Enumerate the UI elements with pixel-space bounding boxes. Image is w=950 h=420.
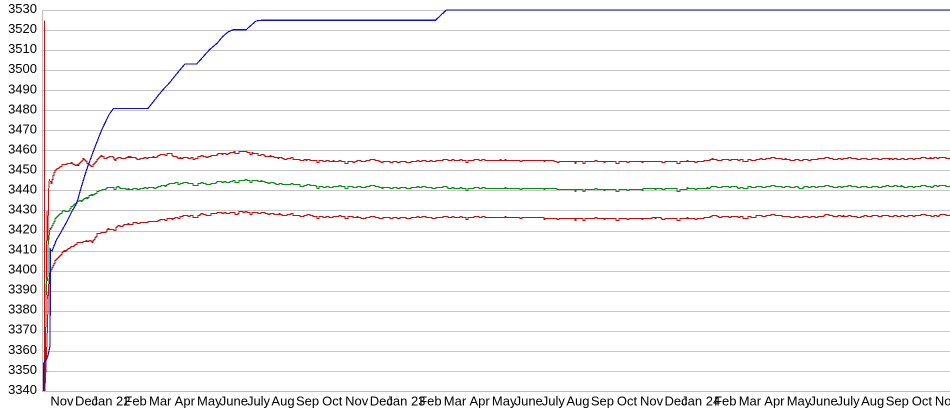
svg-text:Sep: Sep xyxy=(591,394,614,409)
svg-text:June: June xyxy=(220,394,248,409)
svg-text:3530: 3530 xyxy=(8,1,37,16)
svg-text:May: May xyxy=(787,394,812,409)
svg-text:3390: 3390 xyxy=(8,282,37,297)
svg-text:Apr: Apr xyxy=(764,394,785,409)
svg-text:July: July xyxy=(247,394,271,409)
svg-text:3410: 3410 xyxy=(8,242,37,257)
svg-text:3370: 3370 xyxy=(8,322,37,337)
svg-text:Jan 22: Jan 22 xyxy=(91,394,130,409)
svg-text:Feb: Feb xyxy=(419,394,441,409)
svg-text:Apr: Apr xyxy=(469,394,490,409)
svg-text:Sep: Sep xyxy=(886,394,909,409)
svg-text:3500: 3500 xyxy=(8,61,37,76)
svg-text:May: May xyxy=(492,394,517,409)
svg-text:Oct: Oct xyxy=(322,394,343,409)
svg-text:Jan 23: Jan 23 xyxy=(386,394,425,409)
svg-text:Nov: Nov xyxy=(50,394,74,409)
svg-text:3440: 3440 xyxy=(8,182,37,197)
svg-text:Feb: Feb xyxy=(124,394,146,409)
svg-text:3480: 3480 xyxy=(8,101,37,116)
svg-text:Jan 24: Jan 24 xyxy=(681,394,720,409)
svg-text:May: May xyxy=(197,394,222,409)
svg-text:Oct: Oct xyxy=(617,394,638,409)
svg-text:3430: 3430 xyxy=(8,202,37,217)
svg-text:3520: 3520 xyxy=(8,21,37,36)
svg-text:Dec: Dec xyxy=(665,394,689,409)
svg-text:Nov: Nov xyxy=(345,394,369,409)
svg-text:3380: 3380 xyxy=(8,302,37,317)
svg-text:Feb: Feb xyxy=(714,394,736,409)
svg-text:Mar: Mar xyxy=(739,394,762,409)
svg-text:3450: 3450 xyxy=(8,161,37,176)
svg-text:Mar: Mar xyxy=(149,394,172,409)
svg-text:3510: 3510 xyxy=(8,41,37,56)
svg-text:3350: 3350 xyxy=(8,362,37,377)
svg-text:3340: 3340 xyxy=(8,382,37,397)
svg-text:3490: 3490 xyxy=(8,81,37,96)
svg-text:Apr: Apr xyxy=(175,394,196,409)
svg-text:3400: 3400 xyxy=(8,262,37,277)
svg-text:Nov: Nov xyxy=(640,394,664,409)
svg-text:Aug: Aug xyxy=(271,394,294,409)
svg-text:Nov: Nov xyxy=(935,394,950,409)
svg-text:Aug: Aug xyxy=(861,394,884,409)
svg-text:3470: 3470 xyxy=(8,121,37,136)
svg-text:3360: 3360 xyxy=(8,342,37,357)
svg-text:Dec: Dec xyxy=(370,394,394,409)
svg-text:3460: 3460 xyxy=(8,141,37,156)
svg-text:3420: 3420 xyxy=(8,222,37,237)
svg-text:Mar: Mar xyxy=(444,394,467,409)
svg-text:July: July xyxy=(542,394,566,409)
svg-text:Aug: Aug xyxy=(566,394,589,409)
svg-text:June: June xyxy=(809,394,837,409)
svg-text:Dec: Dec xyxy=(75,394,99,409)
svg-text:Sep: Sep xyxy=(296,394,319,409)
svg-text:June: June xyxy=(515,394,543,409)
svg-text:Oct: Oct xyxy=(912,394,933,409)
svg-text:July: July xyxy=(837,394,861,409)
